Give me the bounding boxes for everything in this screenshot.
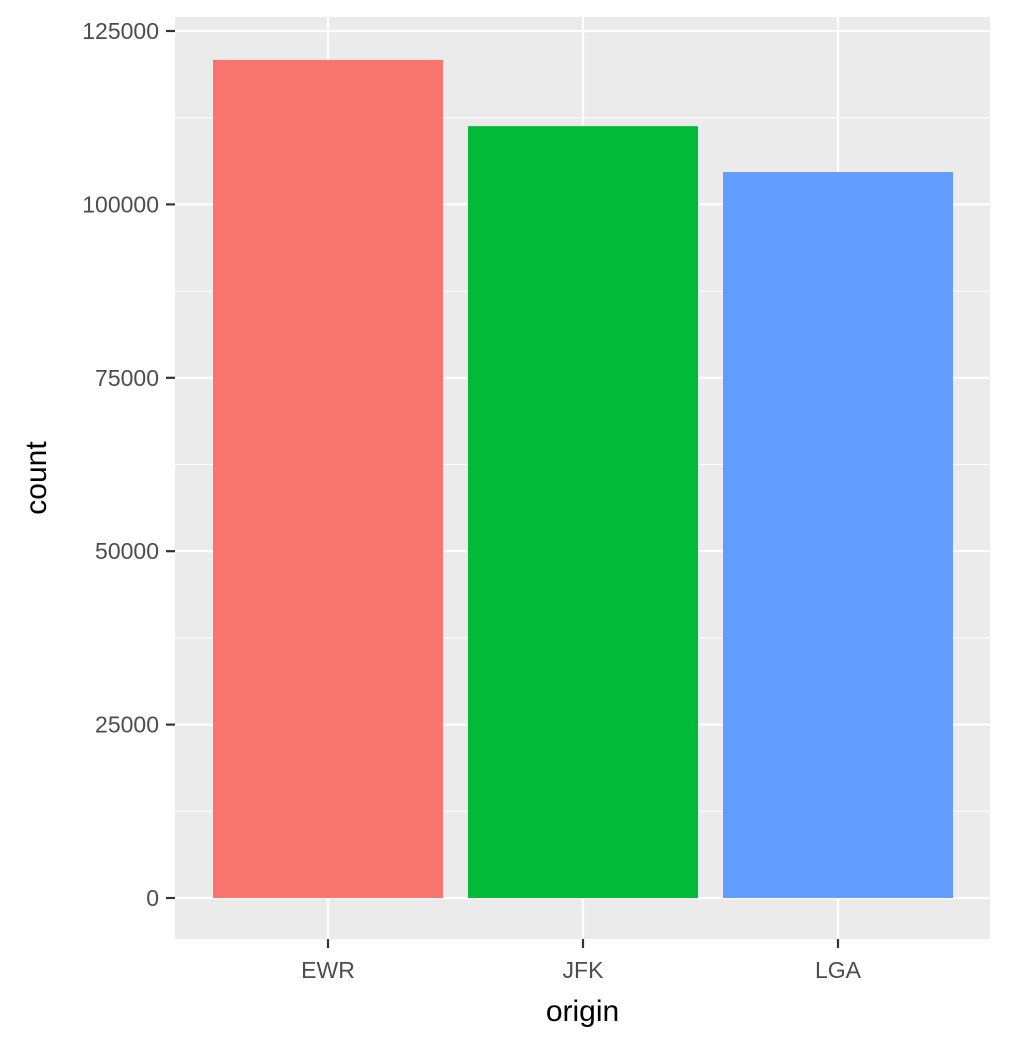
y-tick-label: 25000 [95, 712, 159, 738]
bars-group [213, 59, 953, 899]
bar-lga [723, 172, 953, 899]
y-axis: 0 25000 50000 75000 100000 125000 [82, 18, 175, 911]
y-tick-label: 75000 [95, 365, 159, 391]
bar-jfk [468, 126, 698, 899]
x-tick-label: LGA [815, 957, 862, 983]
bar-ewr [213, 59, 443, 899]
x-tick-label: EWR [301, 957, 355, 983]
y-tick-label: 125000 [82, 18, 159, 44]
x-tick-label: JFK [563, 957, 605, 983]
x-axis: EWR JFK LGA [301, 939, 862, 983]
y-tick-label: 100000 [82, 191, 159, 217]
x-axis-title: origin [546, 995, 619, 1028]
y-tick-label: 50000 [95, 538, 159, 564]
y-tick-label: 0 [146, 885, 159, 911]
y-axis-title: count [20, 441, 53, 515]
